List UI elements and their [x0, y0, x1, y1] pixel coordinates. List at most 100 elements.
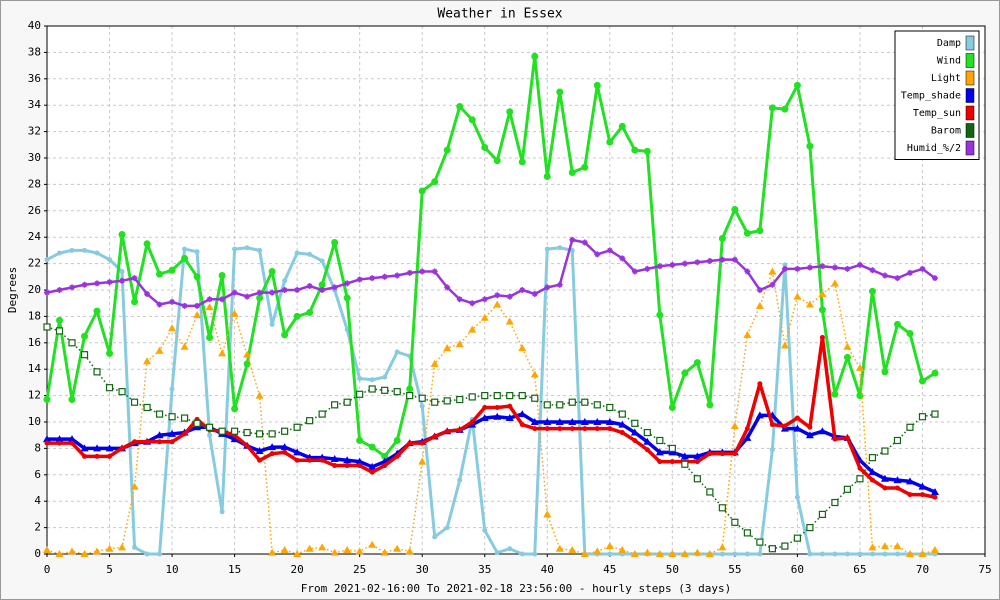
marker	[818, 289, 827, 297]
marker	[43, 546, 51, 554]
marker	[205, 423, 214, 431]
marker	[593, 418, 602, 425]
x-tick-label: 5	[106, 563, 113, 576]
marker	[530, 370, 539, 378]
marker	[894, 551, 900, 557]
marker	[431, 268, 438, 275]
marker	[656, 263, 663, 270]
marker	[844, 551, 850, 557]
marker	[344, 280, 351, 287]
marker	[807, 551, 813, 557]
y-tick-label: 10	[28, 415, 41, 428]
marker	[618, 122, 626, 130]
marker	[131, 275, 138, 282]
legend-swatch	[965, 88, 975, 103]
marker	[57, 440, 63, 446]
x-tick-label: 75	[978, 563, 991, 576]
marker	[394, 272, 401, 279]
marker	[356, 276, 363, 283]
marker	[255, 391, 264, 399]
marker	[118, 231, 126, 239]
marker	[356, 436, 364, 444]
marker	[818, 427, 827, 435]
marker	[206, 296, 213, 303]
marker	[593, 401, 601, 409]
marker	[244, 245, 250, 251]
marker	[869, 267, 876, 274]
x-tick-label: 60	[791, 563, 804, 576]
marker	[818, 306, 826, 314]
marker	[168, 413, 176, 421]
y-tick-label: 16	[28, 336, 41, 349]
marker	[518, 392, 526, 400]
marker	[419, 403, 425, 409]
marker	[69, 247, 75, 253]
marker	[557, 245, 563, 251]
marker	[319, 287, 326, 293]
marker	[155, 346, 164, 354]
x-tick-label: 15	[228, 563, 241, 576]
marker	[493, 300, 502, 308]
marker	[94, 250, 100, 256]
marker	[581, 398, 589, 406]
marker	[255, 447, 264, 455]
marker	[181, 302, 188, 309]
marker	[731, 205, 739, 213]
y-tick-label: 40	[28, 19, 41, 32]
marker	[605, 418, 614, 425]
marker	[357, 463, 363, 469]
marker	[619, 430, 625, 436]
marker	[43, 323, 51, 331]
marker	[819, 551, 825, 557]
marker	[719, 551, 725, 557]
series-line	[46, 326, 936, 550]
marker	[882, 485, 888, 491]
marker	[593, 81, 601, 89]
marker	[405, 547, 414, 555]
marker	[368, 462, 377, 470]
marker	[131, 298, 139, 306]
marker	[768, 545, 776, 553]
marker	[730, 421, 739, 429]
marker	[68, 547, 77, 555]
marker	[743, 229, 751, 237]
marker	[505, 317, 514, 325]
marker	[856, 261, 863, 268]
marker	[468, 393, 476, 401]
marker	[794, 265, 801, 272]
marker	[369, 469, 375, 475]
marker	[419, 268, 426, 275]
marker	[169, 298, 176, 305]
series-line	[45, 54, 936, 458]
marker	[418, 187, 426, 195]
marker	[819, 335, 825, 341]
marker	[705, 550, 714, 557]
marker	[481, 143, 489, 151]
marker	[744, 551, 750, 557]
marker	[918, 550, 927, 557]
marker	[80, 444, 89, 452]
marker	[681, 460, 689, 468]
y-tick-label: 0	[34, 547, 41, 560]
marker	[830, 279, 839, 287]
x-tick-label: 45	[603, 563, 616, 576]
marker	[531, 394, 539, 402]
marker	[643, 548, 652, 556]
marker	[843, 485, 852, 493]
marker	[256, 289, 263, 296]
marker	[457, 477, 463, 483]
marker	[680, 550, 689, 557]
marker	[119, 269, 125, 275]
marker	[718, 235, 726, 243]
marker	[269, 321, 275, 327]
marker	[93, 547, 102, 555]
marker	[618, 420, 627, 428]
marker	[356, 390, 364, 398]
marker	[305, 544, 314, 552]
marker	[93, 368, 101, 376]
marker	[394, 453, 400, 459]
marker	[580, 418, 589, 425]
marker	[544, 284, 551, 291]
marker	[318, 543, 327, 551]
marker	[155, 431, 164, 439]
